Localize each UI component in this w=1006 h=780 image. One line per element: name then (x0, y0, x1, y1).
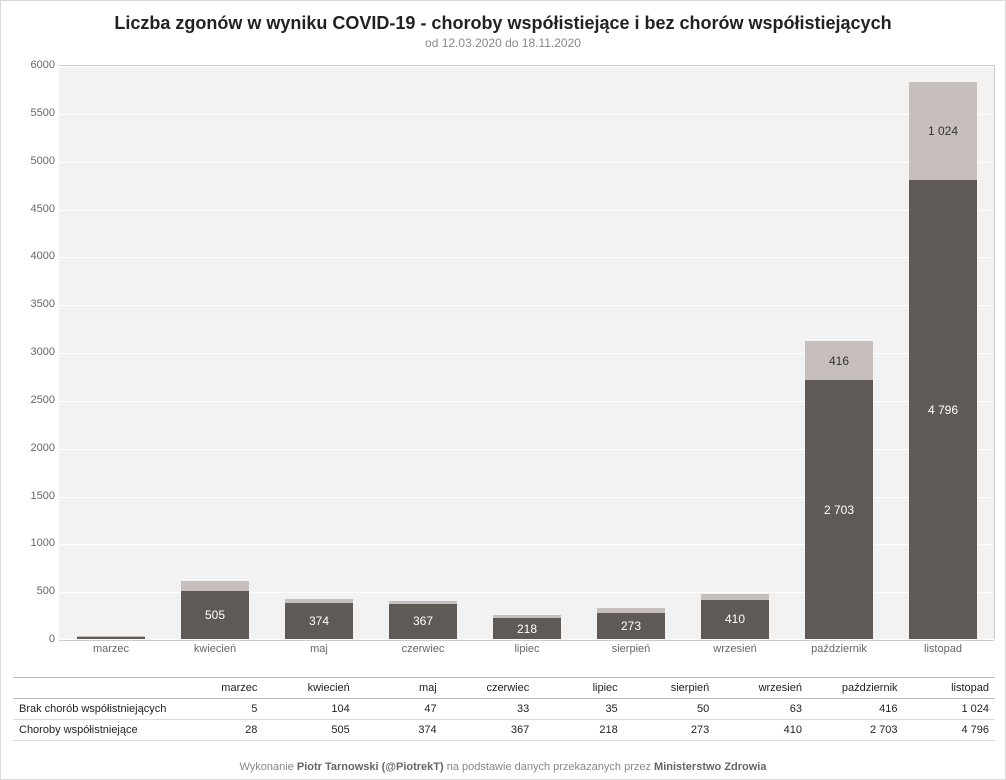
y-tick: 3500 (31, 298, 55, 310)
table-cell: 63 (715, 699, 808, 720)
y-axis: 0500100015002000250030003500400045005000… (1, 65, 59, 639)
y-tick: 4000 (31, 250, 55, 262)
table-col-header: sierpień (624, 678, 716, 699)
table-cell: 505 (263, 720, 355, 741)
x-tick-label: wrzesień (713, 643, 756, 655)
table-cell: 1 024 (904, 699, 995, 720)
bar-segment (77, 636, 146, 639)
y-tick: 3000 (31, 346, 55, 358)
table-cell: 28 (172, 720, 263, 741)
chart-title: Liczba zgonów w wyniku COVID-19 - chorob… (1, 1, 1005, 34)
y-tick: 5500 (31, 107, 55, 119)
table-cell: 374 (356, 720, 443, 741)
bar-segment (701, 594, 770, 600)
table-cell: 218 (535, 720, 623, 741)
table-cell: 2 703 (808, 720, 904, 741)
table-col-header: marzec (172, 678, 263, 699)
table-col-header: wrzesień (715, 678, 808, 699)
y-tick: 500 (37, 585, 55, 597)
bar-value-label: 410 (701, 612, 770, 626)
table-cell: 47 (356, 699, 443, 720)
bar-value-label: 2 703 (805, 503, 874, 517)
bar-segment (493, 615, 562, 618)
footer-author: Piotr Tarnowski (@PiotrekT) (297, 761, 444, 773)
x-tick-label: marzec (93, 643, 129, 655)
table-cell: 5 (172, 699, 263, 720)
data-table: marzeckwiecieńmajczerwieclipiecsierpieńw… (13, 677, 995, 741)
bar-value-label: 218 (493, 622, 562, 636)
bar-value-label: 273 (597, 619, 666, 633)
x-axis: marzec kwiecień maj czerwiec lipiec sierpień w… (59, 643, 995, 661)
chart-subtitle: od 12.03.2020 do 18.11.2020 (1, 36, 1005, 50)
bars: 505 374 367 218 273 410 2 703 416 4 796 1 024 (59, 66, 994, 639)
x-tick-label: listopad (924, 643, 962, 655)
table-cell: 410 (715, 720, 808, 741)
table-corner (13, 678, 172, 699)
chart-container: Liczba zgonów w wyniku COVID-19 - chorob… (0, 0, 1006, 780)
table-row-label: Choroby współistniejące (13, 720, 172, 741)
x-tick-label: kwiecień (194, 643, 236, 655)
table-cell: 273 (624, 720, 716, 741)
footer-credit: Wykonanie Piotr Tarnowski (@PiotrekT) na… (1, 761, 1005, 773)
table-cell: 35 (535, 699, 623, 720)
y-tick: 2500 (31, 394, 55, 406)
bar-value-label: 374 (285, 614, 354, 628)
bar-segment (181, 581, 250, 591)
x-tick-label: czerwiec (402, 643, 445, 655)
gridline (59, 640, 994, 641)
x-tick-label: lipiec (514, 643, 539, 655)
y-tick: 5000 (31, 155, 55, 167)
y-tick: 2000 (31, 442, 55, 454)
y-tick: 1500 (31, 490, 55, 502)
table-cell: 104 (263, 699, 355, 720)
table-cell: 33 (443, 699, 536, 720)
x-tick-label: maj (310, 643, 328, 655)
y-tick: 0 (49, 633, 55, 645)
y-tick: 4500 (31, 203, 55, 215)
bar-segment (597, 608, 666, 613)
bar-value-label: 416 (805, 354, 874, 368)
y-tick: 6000 (31, 59, 55, 71)
table-cell: 50 (624, 699, 716, 720)
footer-mid: na podstawie danych przekazanych przez (444, 761, 654, 773)
bar-segment (389, 601, 458, 604)
bar-segment (285, 599, 354, 603)
table-col-header: czerwiec (443, 678, 536, 699)
table-col-header: październik (808, 678, 904, 699)
footer-prefix: Wykonanie (239, 761, 296, 773)
table-cell: 416 (808, 699, 904, 720)
bar-value-label: 4 796 (909, 403, 978, 417)
x-tick-label: sierpień (612, 643, 651, 655)
table-row-label: Brak chorób współistniejących (13, 699, 172, 720)
table-col-header: kwiecień (263, 678, 355, 699)
bar-value-label: 367 (389, 614, 458, 628)
bar-value-label: 505 (181, 608, 250, 622)
table-col-header: maj (356, 678, 443, 699)
footer-source: Ministerstwo Zdrowia (654, 761, 766, 773)
x-tick-label: październik (811, 643, 867, 655)
table-cell: 4 796 (904, 720, 995, 741)
table-col-header: listopad (904, 678, 995, 699)
plot-area: 505 374 367 218 273 410 2 703 416 4 796 1 024 (59, 65, 995, 639)
table-col-header: lipiec (535, 678, 623, 699)
bar-value-label: 1 024 (909, 124, 978, 138)
y-tick: 1000 (31, 537, 55, 549)
table-cell: 367 (443, 720, 536, 741)
